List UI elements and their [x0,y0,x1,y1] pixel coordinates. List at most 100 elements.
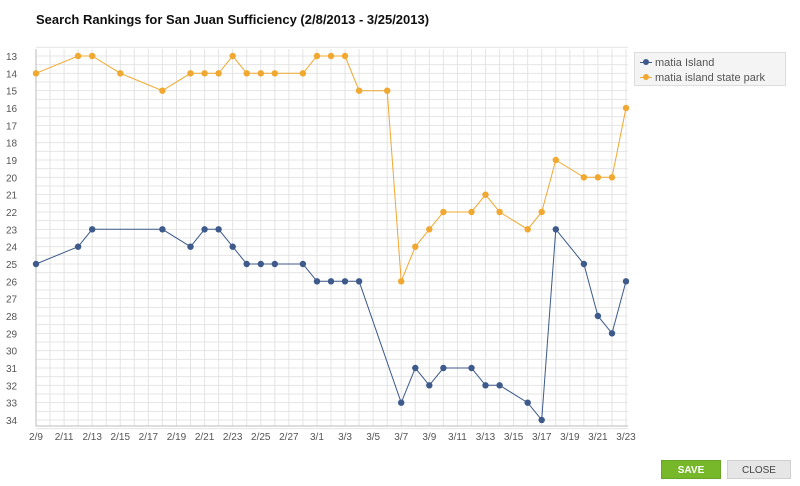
data-point [257,260,264,268]
data-point [327,52,335,60]
data-point [187,70,194,77]
data-point [594,312,602,320]
x-tick-label: 2/23 [223,432,243,443]
x-tick-label: 3/15 [504,432,524,443]
y-tick-label: 19 [6,156,18,167]
y-tick-label: 29 [6,329,18,340]
data-point [440,364,447,372]
data-point [552,226,559,233]
data-point [355,87,363,94]
data-point [201,226,208,233]
data-point [580,174,588,181]
x-tick-label: 3/13 [476,432,496,443]
data-point [229,243,236,250]
data-point [426,226,433,233]
y-tick-label: 24 [6,243,18,254]
data-point [398,399,405,406]
data-point [622,104,630,112]
data-point [341,52,349,60]
data-point [327,278,335,285]
data-point [524,226,531,233]
data-point [243,70,250,77]
x-tick-label: 3/17 [532,432,552,443]
data-point [482,382,489,389]
data-point [229,52,236,60]
data-point [412,243,419,250]
y-tick-label: 27 [6,295,18,306]
legend-swatch-icon [640,73,652,83]
data-point [398,278,405,285]
x-tick-label: 2/27 [279,432,299,443]
data-point [524,399,531,406]
legend-label: matia Island [655,57,715,69]
y-tick-label: 16 [6,104,18,115]
chart-title: Search Rankings for San Juan Sufficiency… [36,12,430,27]
chart-series [32,52,630,424]
data-point [426,382,433,389]
data-point [74,52,82,60]
data-point [622,278,630,285]
data-point [538,208,545,216]
y-tick-label: 25 [6,260,18,271]
data-point [482,191,489,198]
data-point [201,70,208,77]
x-tick-label: 2/21 [195,432,215,443]
data-point [496,382,503,389]
y-tick-label: 34 [6,416,18,427]
data-point [215,70,222,77]
legend-item-matia-island[interactable]: matia Island [635,56,785,71]
series-1 [32,52,630,285]
x-tick-label: 2/19 [167,432,187,443]
data-point [552,156,559,164]
y-tick-label: 30 [6,347,18,358]
data-point [299,70,307,77]
data-point [608,174,616,181]
y-tick-label: 31 [6,364,18,375]
data-point [32,70,40,77]
x-tick-label: 3/5 [366,432,380,443]
data-point [580,260,588,268]
legend-dot [643,74,649,80]
x-tick-label: 2/11 [55,432,74,443]
data-point [608,330,616,337]
data-point [440,208,447,216]
data-point [117,70,124,77]
y-tick-label: 22 [6,208,18,219]
y-tick-label: 17 [6,121,18,132]
save-button[interactable]: SAVE [661,460,721,479]
data-point [313,52,321,60]
data-point [299,260,307,268]
x-tick-label: 2/25 [251,432,271,443]
close-button[interactable]: CLOSE [727,460,791,479]
data-point [187,243,194,250]
data-point [271,70,278,77]
x-tick-label: 3/19 [560,432,580,443]
y-tick-label: 20 [6,173,18,184]
data-point [159,87,166,94]
data-point [243,260,250,268]
x-tick-label: 3/9 [422,432,436,443]
y-tick-label: 26 [6,277,18,288]
data-point [159,226,166,233]
legend-swatch-icon [640,58,652,68]
data-point [594,174,602,181]
data-point [341,278,349,285]
data-point [271,260,278,268]
data-point [384,87,391,94]
data-point [412,364,419,372]
data-point [257,70,264,77]
x-tick-label: 3/21 [588,432,608,443]
data-point [313,278,321,285]
x-tick-label: 3/3 [338,432,352,443]
y-tick-label: 18 [6,139,18,150]
series-0 [32,226,630,424]
legend-item-matia-island-state-park[interactable]: matia island state park [635,71,785,86]
data-point [74,243,82,250]
chart-axes: 13 14 15 16 17 18 19 20 21 22 23 24 25 26 27 28 29 30 31 32… [6,49,636,443]
legend-label: matia island state park [655,72,766,84]
y-tick-label: 28 [6,312,18,323]
data-point [468,364,475,372]
data-point [215,226,222,233]
